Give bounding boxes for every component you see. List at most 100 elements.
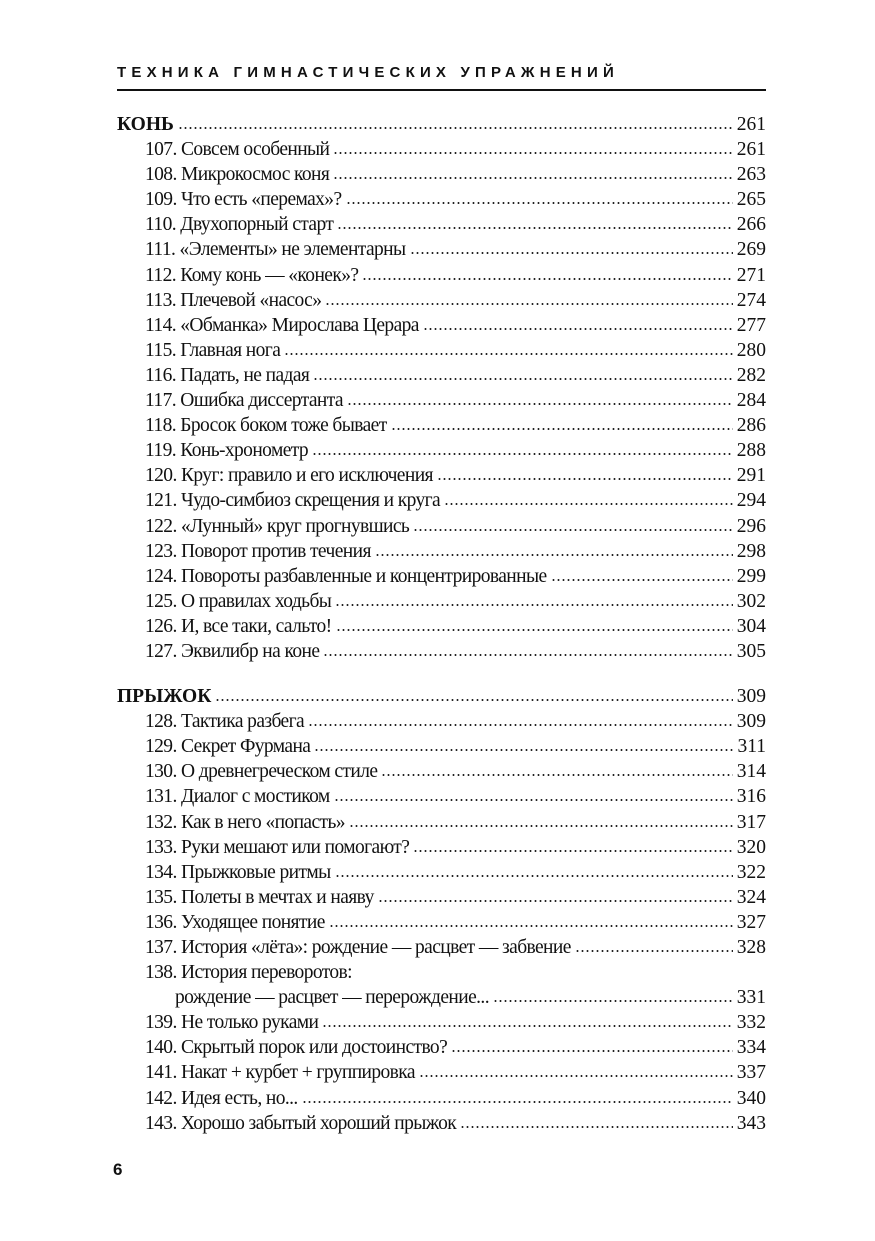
dot-leader <box>313 376 733 381</box>
dot-leader <box>325 301 733 306</box>
entry-title: 116. Падать, не падая <box>145 364 310 386</box>
entry-page: 280 <box>736 339 766 361</box>
entry-page: 331 <box>736 987 766 1009</box>
entry-title: ПРЫЖОК <box>117 686 212 708</box>
running-header: ТЕХНИКА ГИМНАСТИЧЕСКИХ УПРАЖНЕНИЙ <box>117 64 619 81</box>
toc-entry: 126. И, все таки, сальто! 304 <box>117 616 766 641</box>
entry-page: 282 <box>736 364 766 386</box>
entry-title: 135. Полеты в мечтах и наяву <box>145 886 374 908</box>
toc-entry-continuation: рождение — расцвет — перерождение... 331 <box>117 987 766 1012</box>
entry-page: 274 <box>736 289 766 311</box>
dot-leader <box>381 773 733 778</box>
entry-page: 291 <box>736 465 766 487</box>
toc-entry: 116. Падать, не падая 282 <box>117 365 766 390</box>
toc-entry: 120. Круг: правило и его исключения 291 <box>117 465 766 490</box>
entry-page: 314 <box>736 761 766 783</box>
entry-title: 133. Руки мешают или помогают? <box>145 836 410 858</box>
entry-page: 320 <box>736 836 766 858</box>
dot-leader <box>333 798 733 803</box>
toc-entry: 107. Совсем особенный 261 <box>117 139 766 164</box>
entry-title: 112. Кому конь — «конек»? <box>145 264 359 286</box>
dot-leader <box>177 126 733 130</box>
entry-title: 125. О правилах ходьбы <box>145 590 332 612</box>
entry-title: 128. Тактика разбега <box>145 711 305 733</box>
toc-entry: 132. Как в него «попасть» 317 <box>117 812 766 837</box>
toc-entry: 124. Повороты разбавленные и концентриро… <box>117 566 766 591</box>
toc-entry: 143. Хорошо забытый хороший прыжок 343 <box>117 1113 766 1138</box>
entry-page: 304 <box>736 615 766 637</box>
dot-leader <box>337 226 733 231</box>
entry-title: 127. Эквилибр на коне <box>145 640 320 662</box>
toc-entry: 123. Поворот против течения 298 <box>117 541 766 566</box>
entry-page: 265 <box>736 189 766 211</box>
toc-entry: 111. «Элементы» не элементарны 269 <box>117 239 766 264</box>
entry-page: 328 <box>736 937 766 958</box>
entry-page: 324 <box>736 886 766 908</box>
dot-leader <box>451 1049 733 1054</box>
table-of-contents: КОНЬ 261 107. Совсем особенный 261 108. Микр… <box>117 114 766 1138</box>
dot-leader <box>328 923 733 928</box>
entry-page: 266 <box>736 214 766 236</box>
entry-page: 298 <box>736 540 766 562</box>
dot-leader <box>308 723 733 728</box>
entry-title: 143. Хорошо забытый хороший прыжок <box>145 1112 457 1134</box>
toc-section-heading: ПРЫЖОК 309 <box>117 686 766 711</box>
entry-title: 140. Скрытый порок или достоинство? <box>145 1037 448 1059</box>
toc-entry: 138. История переворотов: <box>117 962 766 987</box>
entry-title: рождение — расцвет — перерождение... <box>175 987 490 1009</box>
toc-entry: 125. О правилах ходьбы 302 <box>117 591 766 616</box>
entry-title: 108. Микрокосмос коня <box>145 164 330 186</box>
entry-title: 111. «Элементы» не элементарны <box>145 239 406 261</box>
entry-page: 322 <box>736 861 766 883</box>
toc-entry: 137. История «лёта»: рождение — расцвет … <box>117 937 766 962</box>
dot-leader <box>284 351 733 356</box>
toc-entry: 129. Секрет Фурмана 311 <box>117 736 766 761</box>
toc-entry: 119. Конь-хронометр 288 <box>117 440 766 465</box>
toc-entry: 134. Прыжковые ритмы 322 <box>117 862 766 887</box>
entry-page: 299 <box>736 565 766 587</box>
entry-title: 110. Двухопорный старт <box>145 214 334 236</box>
entry-page: 263 <box>736 164 766 186</box>
entry-page: 296 <box>736 515 766 537</box>
dot-leader <box>348 823 733 828</box>
entry-title: 129. Секрет Фурмана <box>145 736 311 758</box>
entry-title: 141. Накат + курбет + группировка <box>145 1062 416 1084</box>
entry-page: 316 <box>736 786 766 808</box>
entry-page: 337 <box>736 1062 766 1084</box>
entry-title: 136. Уходящее понятие <box>145 911 325 933</box>
entry-page: 305 <box>736 640 766 662</box>
toc-entry: 117. Ошибка диссертанта 284 <box>117 390 766 415</box>
dot-leader <box>215 698 733 703</box>
entry-page: 334 <box>736 1037 766 1059</box>
entry-title: 121. Чудо-симбиоз скрещения и круга <box>145 490 441 512</box>
entry-title: КОНЬ <box>117 114 174 135</box>
header-rule <box>117 89 766 91</box>
entry-title: 139. Не только руками <box>145 1012 319 1034</box>
toc-entry: 128. Тактика разбега 309 <box>117 711 766 736</box>
entry-title: 138. История переворотов: <box>145 962 353 984</box>
entry-title: 122. «Лунный» круг прогнувшись <box>145 515 410 537</box>
dot-leader <box>444 502 733 507</box>
dot-leader <box>377 898 733 903</box>
toc-entry: 139. Не только руками 332 <box>117 1012 766 1037</box>
dot-leader <box>333 151 733 156</box>
dot-leader <box>335 627 733 632</box>
dot-leader <box>345 201 733 206</box>
toc-entry: 121. Чудо-симбиоз скрещения и круга 294 <box>117 490 766 515</box>
toc-entry: 114. «Обманка» Мирослава Церара 277 <box>117 315 766 340</box>
entry-page: 288 <box>736 440 766 462</box>
entry-page: 309 <box>736 686 766 708</box>
entry-page: 302 <box>736 590 766 612</box>
entry-page: 317 <box>736 811 766 833</box>
dot-leader <box>301 1099 733 1104</box>
toc-entry: 110. Двухопорный старт 266 <box>117 214 766 239</box>
toc-section-heading: КОНЬ 261 <box>117 114 766 139</box>
toc-entry: 113. Плечевой «насос» 274 <box>117 290 766 315</box>
entry-title: 107. Совсем особенный <box>145 139 330 161</box>
entry-title: 115. Главная нога <box>145 339 281 361</box>
toc-entry: 141. Накат + курбет + группировка 337 <box>117 1062 766 1087</box>
dot-leader <box>422 326 733 331</box>
toc-entry: 115. Главная нога 280 <box>117 340 766 365</box>
dot-leader <box>334 873 733 878</box>
toc-entry: 118. Бросок боком тоже бывает 286 <box>117 415 766 440</box>
